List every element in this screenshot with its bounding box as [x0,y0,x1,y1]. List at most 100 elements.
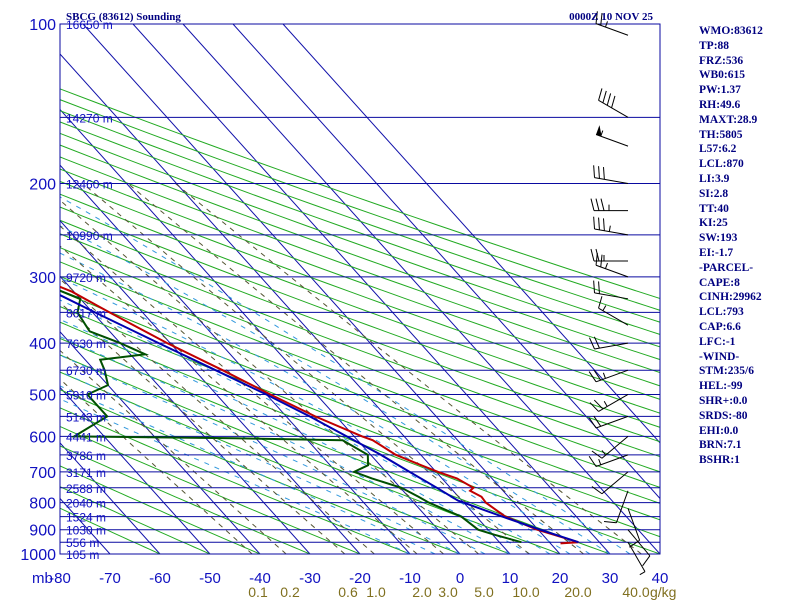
wind-barb-flag [591,486,603,495]
wind-barb-half-flag [604,21,608,28]
moist-adiabat [60,318,531,554]
wind-barb-flag [602,90,607,103]
pressure-tick-label: 700 [29,465,56,482]
wind-barb [588,415,629,429]
dry-adiabat [60,121,660,335]
sounding-index: FRZ:536 [699,54,744,67]
mixing-ratio-label: 5.0 [474,584,494,600]
wind-barb-half-flag [604,262,608,269]
sounding-index: MAXT:28.9 [699,113,758,126]
mixing-ratio-label: 20.0 [564,584,591,600]
sounding-index: CAP:6.6 [699,320,741,333]
grid-layer [0,23,661,555]
wind-barb [591,436,629,459]
wind-barb-flag [588,455,597,467]
pressure-tick-label: 900 [29,523,56,540]
height-label: 10990 m [66,229,113,243]
wind-barb-half-flag [603,401,608,407]
parcel-profile [60,294,579,544]
wind-barb-shaft [595,369,629,383]
sounding-index: EI:-1.7 [699,246,734,259]
mixing-ratio-label: 0.6 [338,584,358,600]
isotherm [0,24,10,554]
wind-barb-shaft [594,228,629,236]
wind-barb-flag [595,198,600,211]
pressure-tick-label: 300 [29,270,56,287]
wind-barb [595,11,629,36]
wind-barb-flag [590,198,595,211]
height-label: 5143 m [66,410,106,424]
wind-barb-flag [593,369,602,381]
sounding-index: CINH:29962 [699,291,762,304]
wind-barb-flag [593,165,596,178]
wind-barb [627,529,651,567]
sounding-index: SHR+:0.0 [699,394,748,407]
temperature-profile [60,285,579,545]
pressure-tick-label: 400 [29,336,56,353]
dry-adiabat [60,88,660,300]
isotherm [60,442,161,554]
moist-adiabat [60,196,631,554]
wind-barb [627,541,646,576]
temperature-tick-label: -30 [299,570,321,587]
wind-barb-flag [595,252,598,266]
dry-adiabat [60,219,660,443]
moist-adiabat [60,398,411,554]
wind-barb-flag [593,280,596,293]
height-label: 8617 m [66,306,106,320]
sounding-index: TH:5805 [699,128,743,141]
wind-barb-column [588,11,651,576]
dewpoint-profile [60,289,522,544]
sounding-index: -PARCEL- [699,261,754,274]
wind-barb [593,216,629,236]
wind-barb-shaft [598,394,629,412]
height-label: 6730 m [66,364,106,378]
dry-adiabat [60,261,660,488]
height-label: 556 m [66,536,99,550]
temperature-tick-label: -40 [249,570,271,587]
wind-barb-flag [590,248,595,262]
height-label: 1030 m [66,524,106,538]
sounding-index: LFC:-1 [699,335,736,348]
sounding-index: BSHR:1 [699,454,740,467]
wind-barb-flag [598,296,603,309]
wind-barb-flag [589,337,595,350]
sounding-index: PW:1.37 [699,84,741,97]
isotherm [182,24,660,554]
wind-barb [589,336,629,350]
temperature-tick-label: 10 [502,570,519,587]
wind-barb-half-flag [601,450,607,456]
chart-title: SBCG (83612) Sounding [66,11,181,23]
temperature-tick-label: -60 [149,570,171,587]
temperature-tick-label: 20 [552,570,569,587]
wind-barb-shaft [601,436,629,459]
wind-barb [588,454,629,467]
pressure-tick-label: 100 [29,17,56,34]
grid-clip [0,24,660,554]
wind-barb [598,296,629,326]
dry-adiabat [60,247,660,473]
wind-barb-flag [602,218,605,231]
height-label: 5910 m [66,388,106,402]
sounding-index: SRDS:-80 [699,409,748,422]
pressure-tick-label: 600 [29,429,56,446]
isotherm [132,24,611,554]
wind-barb [589,394,629,412]
dry-adiabat [60,168,660,387]
mixing-ratio-label: 0.1 [248,584,268,600]
wind-barb-half-flag [598,458,602,465]
wind-barb-shaft [627,508,641,541]
temperature-tick-label: 40 [652,570,669,587]
sounding-index: -WIND- [699,350,740,363]
dry-adiabat [60,144,660,361]
wind-barb-half-flag [602,372,606,379]
isotherm [232,24,660,500]
wind-barb-shaft [598,307,629,326]
temperature-tick-label: 0 [456,570,464,587]
sounding-index: L57:6.2 [699,143,737,156]
sounding-index: STM:235/6 [699,365,754,378]
wind-barb [598,88,629,118]
temperature-tick-label: -80 [49,570,71,587]
